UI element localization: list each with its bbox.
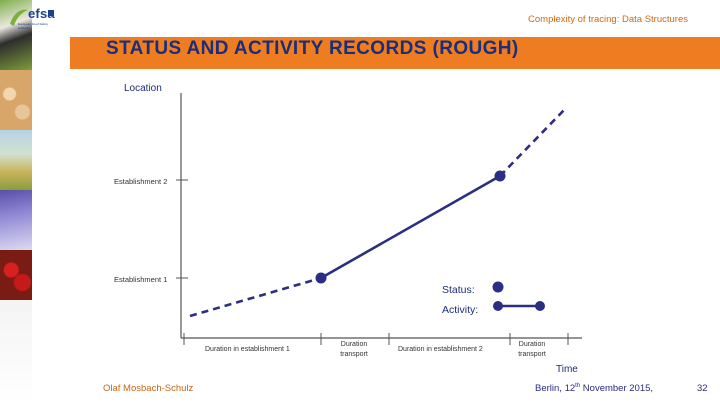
decorative-photo-strip <box>0 0 32 405</box>
slide-title: STATUS AND ACTIVITY RECORDS (ROUGH) <box>106 38 519 59</box>
logo-text: efsa <box>28 6 55 21</box>
logo-leaf-icon <box>10 9 54 27</box>
cows-photo <box>0 0 32 70</box>
logo-subtitle: European Food Safety Authority <box>18 22 49 30</box>
footer-author: Olaf Mosbach-Schulz <box>103 383 194 394</box>
legend-activity-end-marker <box>535 301 545 311</box>
legend-status-label: Status: <box>442 284 475 296</box>
status-point-establishment-1 <box>315 272 327 284</box>
footer-date-prefix: Berlin, 12 <box>535 383 576 395</box>
y-tick-label-establishment-1: Establishment 1 <box>114 275 167 284</box>
status-point-establishment-2 <box>494 170 506 182</box>
x-segment-label-4-line1: Duration <box>519 341 546 348</box>
x-segment-label-3: Duration in establishment 2 <box>398 346 483 353</box>
footer-date-suffix: November 2015, <box>580 383 654 395</box>
y-tick-label-establishment-2: Establishment 2 <box>114 177 167 186</box>
x-axis-label: Time <box>556 364 578 375</box>
legend-status-marker <box>492 281 504 293</box>
trajectory-dashed-end <box>499 107 567 177</box>
eggs-photo <box>0 70 32 130</box>
legend-activity-start-marker <box>493 301 503 311</box>
title-bar <box>70 37 720 69</box>
x-segment-label-2-line1: Duration <box>341 341 368 348</box>
legend-activity-label: Activity: <box>442 304 478 316</box>
footer-date-sup: th <box>575 383 581 389</box>
fields-photo <box>0 130 32 190</box>
x-segment-label-2-line2: transport <box>340 351 368 358</box>
x-segment-label-4-line2: transport <box>518 351 546 358</box>
trajectory-solid <box>320 174 501 280</box>
trajectory-dashed-start <box>189 276 322 318</box>
faded-photo <box>0 300 32 405</box>
section-title: Complexity of tracing: Data Structures <box>528 14 688 25</box>
page-number: 32 <box>697 383 708 394</box>
x-segment-label-1: Duration in establishment 1 <box>205 346 290 353</box>
y-axis-label: Location <box>124 83 162 94</box>
footer-location-date: Berlin, 12th November 2015, <box>535 383 653 394</box>
berries-photo <box>0 190 32 250</box>
strawberries-photo <box>0 250 32 300</box>
